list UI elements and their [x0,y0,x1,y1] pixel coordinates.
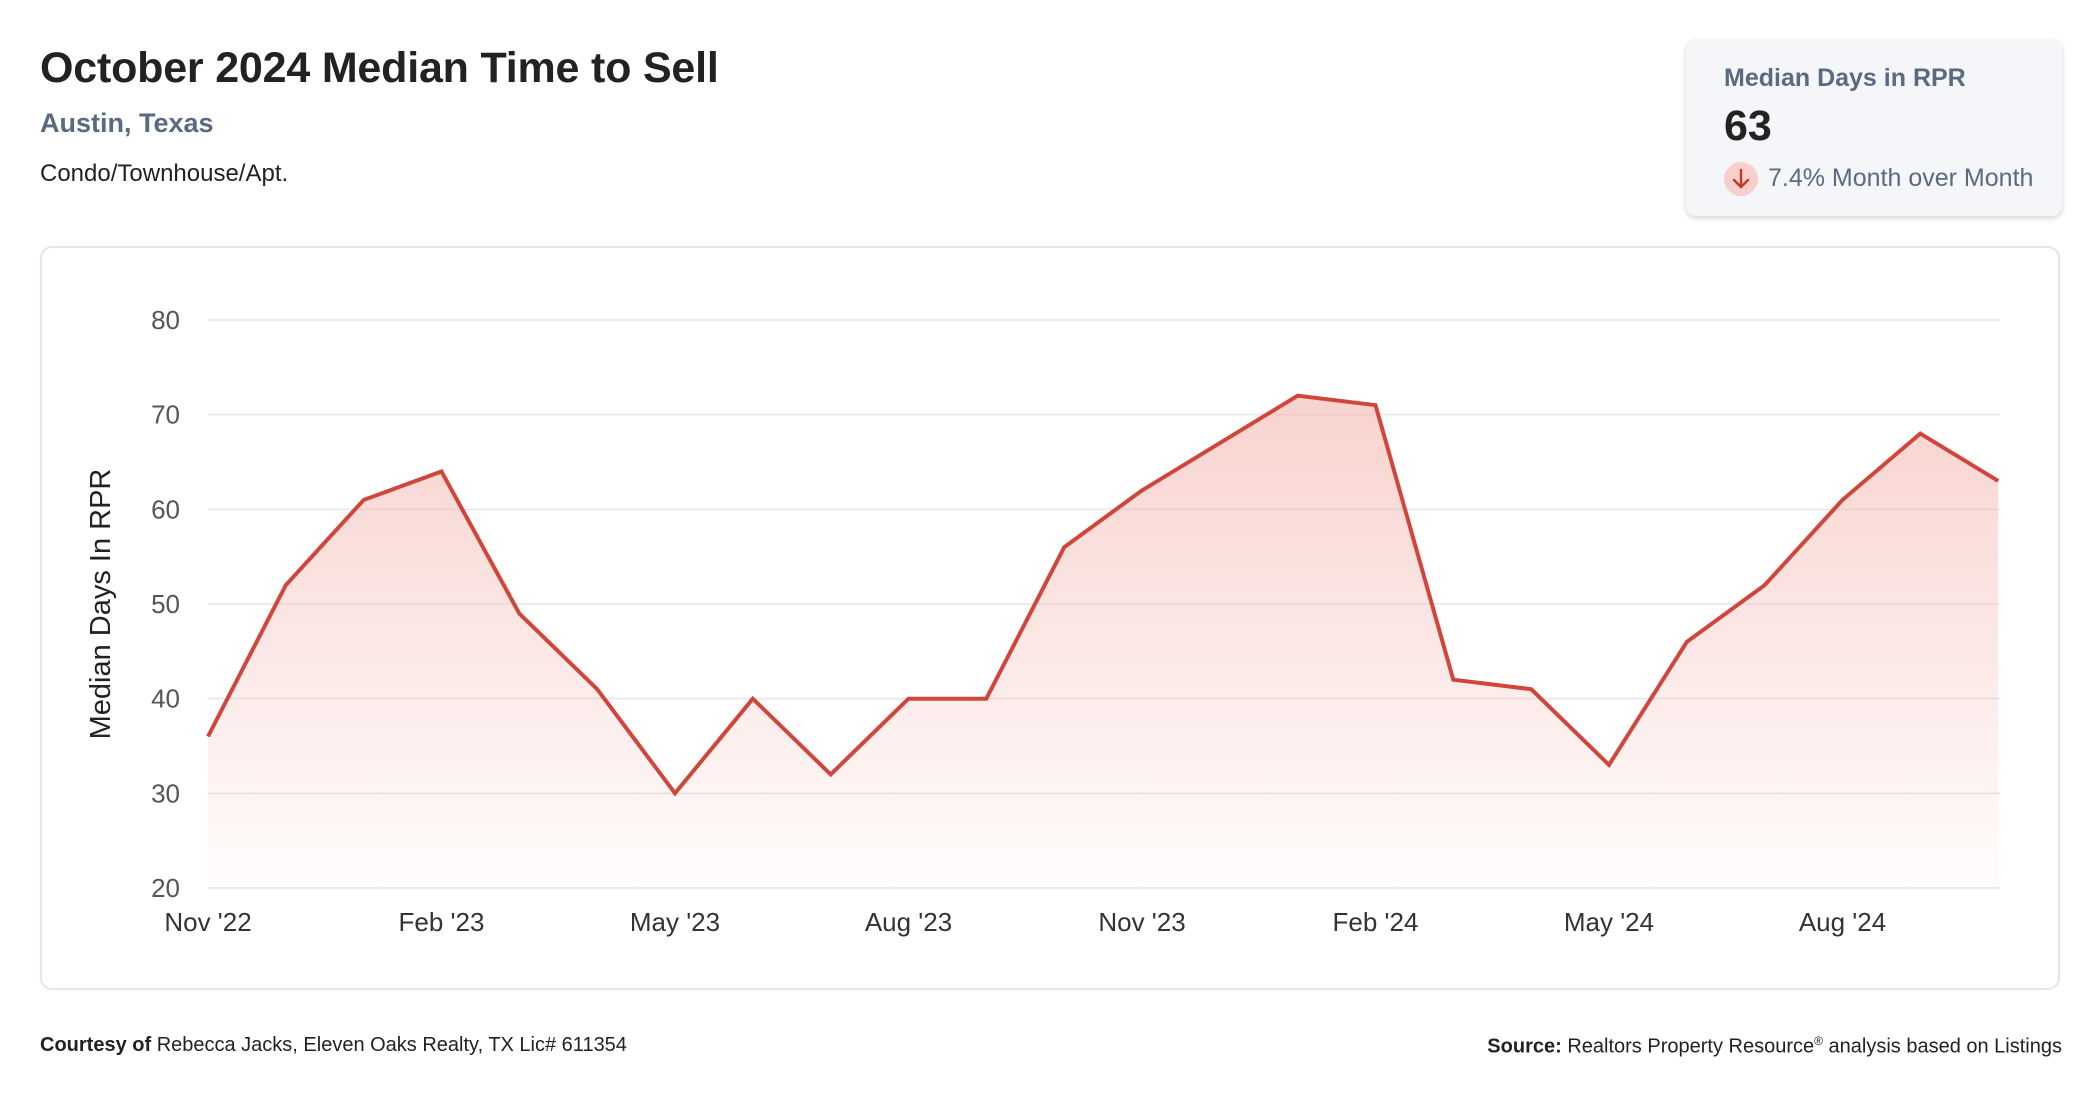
median-days-stat-card: Median Days in RPR 63 7.4% Month over Mo… [1686,40,2062,216]
x-tick-label: Feb '24 [1333,907,1419,937]
stat-value: 63 [1724,102,1772,150]
location-subtitle: Austin, Texas [40,108,214,138]
y-tick-label: 70 [151,400,180,430]
x-tick-label: Aug '24 [1799,907,1886,937]
source-footer: Source: Realtors Property Resource® anal… [1487,1034,2062,1059]
y-axis-label: Median Days In RPR [85,469,117,740]
y-tick-label: 30 [151,778,180,808]
series-area-fill [208,395,1999,888]
source-text: Realtors Property Resource [1567,1035,1815,1058]
registered-mark: ® [1814,1034,1823,1048]
arrow-down-icon [1724,162,1758,196]
x-tick-label: May '24 [1564,907,1654,937]
y-tick-label: 40 [151,684,180,714]
median-days-chart: 20 30 40 50 60 70 80 Nov '22 Feb '23 May '23 Aug '… [85,305,2000,937]
x-tick-label: May '23 [630,907,720,937]
chart-panel: 20 30 40 50 60 70 80 Nov '22 Feb '23 May '23 Aug '… [40,246,2060,990]
x-tick-label: Aug '23 [865,907,952,937]
y-tick-label: 20 [151,873,180,903]
stat-change-text: 7.4% Month over Month [1768,164,2034,192]
courtesy-text: Rebecca Jacks, Eleven Oaks Realty, TX Li… [156,1034,627,1056]
courtesy-footer: Courtesy of Rebecca Jacks, Eleven Oaks R… [40,1034,627,1057]
y-tick-label: 50 [151,589,180,619]
x-tick-label: Feb '23 [399,907,485,937]
page-title: October 2024 Median Time to Sell [40,44,719,92]
y-tick-label: 80 [151,305,180,335]
y-tick-label: 60 [151,494,180,524]
stat-label: Median Days in RPR [1724,64,1966,92]
source-label: Source: [1487,1035,1562,1058]
series-line [206,393,2000,797]
x-tick-label: Nov '23 [1098,907,1185,937]
source-text-suffix: analysis based on Listings [1822,1035,2063,1058]
property-type-label: Condo/Townhouse/Apt. [40,160,289,187]
courtesy-label: Courtesy of [40,1034,152,1056]
x-tick-label: Nov '22 [164,907,251,937]
